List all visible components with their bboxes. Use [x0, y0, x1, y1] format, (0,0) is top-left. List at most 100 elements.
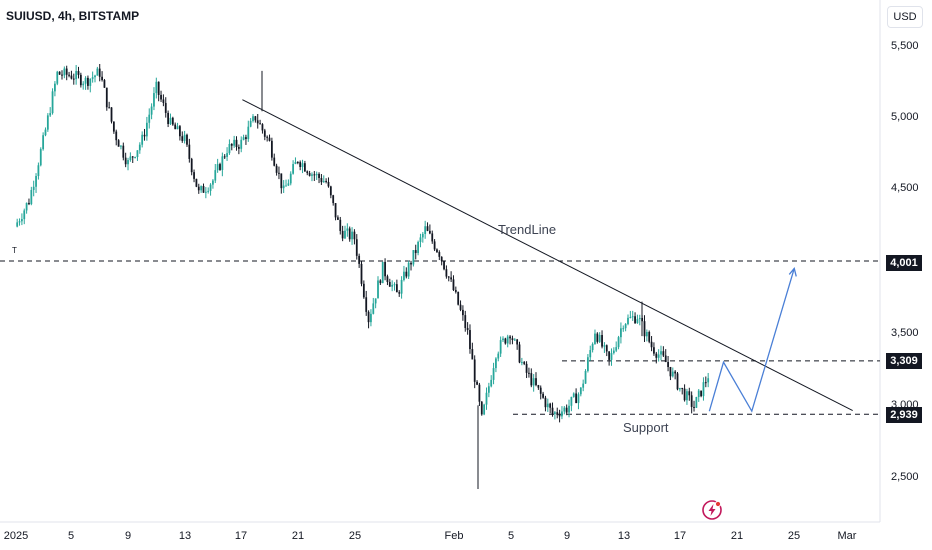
candle-body: [294, 161, 297, 165]
candle-body: [160, 94, 162, 100]
candle-body: [344, 230, 346, 239]
candle-body: [355, 239, 358, 256]
time-tick: 21: [291, 530, 305, 542]
candle-body: [311, 174, 313, 176]
time-tick: 13: [617, 530, 631, 542]
candle-body: [509, 336, 511, 339]
symbol-title: SUIUSD, 4h, BITSTAMP: [6, 9, 140, 23]
candle-body: [131, 156, 134, 158]
price-tick: 5,000: [891, 111, 919, 123]
candle-body: [212, 180, 214, 185]
candle-body: [466, 327, 469, 331]
candle-body: [237, 147, 240, 149]
candle-body: [98, 68, 101, 77]
candle-body: [32, 186, 35, 190]
candle-body: [221, 156, 224, 170]
candle-body: [70, 75, 73, 79]
time-tick: Feb: [444, 530, 464, 542]
candle-body: [384, 261, 386, 277]
candle-body: [702, 382, 705, 397]
candle-body: [676, 373, 679, 390]
candle-body: [84, 77, 87, 84]
candle-body: [407, 262, 410, 277]
candle-body: [167, 112, 170, 125]
candle-body: [605, 345, 608, 352]
candle-body: [186, 134, 188, 145]
candle-body: [561, 411, 563, 417]
candle-body: [535, 378, 537, 386]
candle-body: [615, 347, 618, 351]
candle-body: [145, 122, 148, 137]
candle-body: [428, 230, 431, 234]
candle-body: [513, 339, 516, 341]
candle-body: [365, 297, 368, 312]
candle-body: [695, 397, 698, 408]
candle-body: [608, 351, 611, 360]
candle-body: [674, 371, 677, 374]
candle-body: [462, 309, 464, 316]
candle-body: [662, 351, 665, 356]
candle-body: [627, 317, 629, 325]
time-tick: 21: [730, 530, 744, 542]
candle-body: [582, 383, 585, 388]
candle-body: [82, 83, 85, 86]
candle-body: [660, 351, 662, 355]
candle-body: [539, 387, 542, 394]
candle-body: [94, 75, 96, 78]
candle-body: [678, 387, 681, 390]
price-label-breakout: 3,309: [886, 353, 922, 369]
price-label-resistance: 4,001: [886, 255, 922, 271]
candle-body: [610, 353, 613, 360]
candle-body: [704, 382, 707, 384]
price-label-support: 2,939: [886, 407, 922, 423]
candle-body: [700, 390, 702, 397]
candle-body: [101, 76, 103, 81]
candle-body: [634, 316, 636, 324]
time-tick: 25: [787, 530, 801, 542]
candle-body: [171, 117, 174, 125]
candle-body: [454, 290, 457, 292]
candle-body: [565, 407, 568, 413]
candle-body: [690, 395, 693, 407]
candle-body: [379, 280, 382, 284]
candle-body: [174, 124, 177, 130]
time-tick: 9: [124, 530, 132, 542]
candle-body: [16, 222, 19, 227]
candle-body: [268, 137, 271, 141]
candle-body: [377, 280, 379, 299]
candle-body: [478, 384, 481, 402]
candle-body: [280, 173, 283, 189]
candle-body: [667, 362, 669, 367]
price-tick: 2,500: [891, 471, 919, 483]
candle-body: [195, 178, 198, 187]
candle-body: [516, 339, 519, 345]
candle-body: [563, 407, 566, 412]
candle-body: [575, 393, 578, 404]
lightning-bolt-icon[interactable]: [701, 499, 723, 521]
candle-body: [136, 150, 139, 158]
candle-body: [164, 102, 167, 113]
candle-body: [424, 226, 427, 234]
candle-body: [620, 328, 622, 338]
candle-body: [671, 371, 674, 377]
time-tick: Mar: [837, 530, 857, 542]
candle-body: [51, 91, 54, 114]
candle-body: [120, 145, 122, 147]
candle-body: [63, 68, 66, 76]
candle-body: [688, 391, 691, 396]
candle-body: [530, 373, 533, 386]
candle-body: [181, 136, 184, 141]
candle-body: [426, 226, 429, 231]
candle-body: [636, 319, 639, 324]
candle-body: [289, 173, 292, 184]
candle-body: [594, 333, 596, 344]
candle-body: [58, 71, 61, 75]
candle-body: [122, 145, 125, 158]
time-tick: 17: [673, 530, 687, 542]
candle-body: [318, 173, 320, 179]
candle-body: [546, 403, 549, 408]
candle-body: [440, 256, 443, 261]
candle-body: [469, 330, 471, 350]
currency-button[interactable]: USD: [887, 6, 923, 28]
